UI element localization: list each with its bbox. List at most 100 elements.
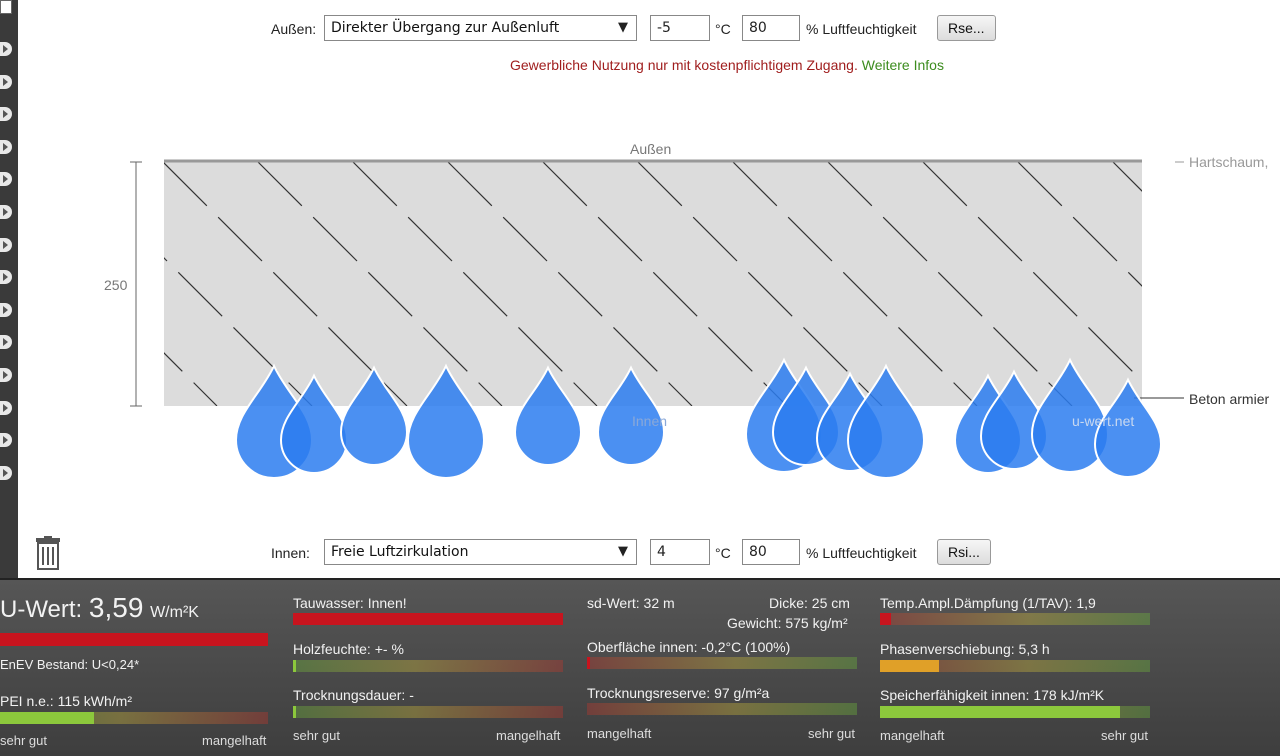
trocknungsreserve-bar-track [587, 703, 857, 715]
layer-label-hartschaum[interactable]: Hartschaum, [1189, 154, 1269, 170]
hatch-line [1017, 162, 1142, 287]
outside-transition-value: Direkter Übergang zur Außenluft [331, 20, 560, 36]
tauwasser-text: Tauwasser: Innen! [293, 595, 407, 611]
holzfeuchte-bar [293, 660, 296, 672]
tauwasser-bar [293, 613, 563, 625]
uwert-unit: W/m²K [150, 604, 199, 621]
inside-temperature-input[interactable]: 4 [650, 539, 710, 565]
sidebar-layer-button[interactable] [0, 74, 12, 89]
sidebar-layer-button[interactable] [0, 400, 12, 415]
uwert-value: 3,59 [88, 592, 144, 623]
notice-text: Gewerbliche Nutzung nur mit kostenpflich… [510, 57, 858, 73]
inside-transition-select[interactable]: Freie Luftzirkulation ▼ [324, 539, 637, 565]
daempfung-bar-track [880, 613, 1150, 625]
hatch-line [352, 162, 598, 406]
hatch-line [542, 162, 788, 406]
pei-bar [0, 712, 94, 724]
sidebar-layer-button[interactable] [0, 368, 12, 382]
sidebar-top-box[interactable] [0, 0, 12, 14]
water-drop-icon [846, 363, 926, 479]
hatch-line [164, 257, 313, 406]
daempfung-text: Temp.Ampl.Dämpfung (1/TAV): 1,9 [880, 595, 1096, 611]
hatch-line [164, 352, 218, 406]
outside-transition-select[interactable]: Direkter Übergang zur Außenluft ▼ [324, 15, 637, 41]
speicher-bar [880, 706, 1120, 718]
trocknungsreserve-text: Trocknungsreserve: 97 g/m²a [587, 685, 770, 701]
rsi-button[interactable]: Rsi... [937, 539, 991, 565]
chevron-down-icon: ▼ [618, 544, 628, 559]
sidebar-layer-button[interactable] [0, 205, 12, 219]
water-drop-icon [1093, 377, 1163, 478]
speicher-text: Speicherfähigkeit innen: 178 kJ/m²K [880, 687, 1105, 703]
gewicht-text: Gewicht: 575 kg/m² [727, 615, 848, 631]
outside-temp-unit: °C [715, 21, 731, 37]
layer-label-beton[interactable]: Beton armier [1189, 391, 1270, 407]
pei-text: PEI n.e.: 115 kWh/m² [0, 693, 133, 709]
oberflaeche-bar-track [587, 657, 857, 669]
phasenverschiebung-bar-track [880, 660, 1150, 672]
more-info-link[interactable]: Weitere Infos [861, 57, 944, 73]
water-drop-icon [1030, 357, 1110, 473]
inside-transition-value: Freie Luftzirkulation [331, 544, 469, 560]
oberflaeche-bar [587, 657, 590, 669]
sidebar-layer-button[interactable] [0, 139, 12, 154]
oberflaeche-text: Oberfläche innen: -0,2°C (100%) [587, 639, 791, 655]
watermark: u-wert.net [1072, 413, 1135, 429]
outside-humidity-unit: % Luftfeuchtigkeit [806, 21, 917, 37]
holzfeuchte-bar-track [293, 660, 563, 672]
water-drop-icon [513, 365, 583, 466]
water-drop-icon [406, 363, 486, 479]
sidebar-layer-button[interactable] [0, 172, 12, 187]
outside-label: Außen: [271, 21, 317, 37]
construction-canvas: Außen: Direkter Übergang zur Außenluft ▼… [18, 0, 1280, 578]
scale-right-4: sehr gut [1101, 728, 1148, 743]
outside-temperature-input[interactable]: -5 [650, 15, 710, 41]
chevron-down-icon: ▼ [618, 20, 628, 35]
hatch-line [447, 162, 693, 406]
hatch-line [257, 162, 503, 406]
rse-button[interactable]: Rse... [937, 15, 996, 41]
uwert-label: U-Wert: [0, 596, 83, 623]
phasenverschiebung-bar [880, 660, 939, 672]
inside-label: Innen: [271, 545, 310, 561]
water-drop-icon [339, 365, 409, 466]
sidebar-layer-button[interactable] [0, 433, 12, 448]
sidebar-layer-button[interactable] [0, 107, 12, 122]
wall-diagram [130, 159, 1184, 479]
sidebar-layer-button[interactable] [0, 270, 12, 285]
trocknungsdauer-bar [293, 706, 296, 718]
outside-side-label: Außen [630, 141, 672, 157]
scale-left-4: mangelhaft [880, 728, 945, 743]
hatch-line [637, 162, 883, 406]
uwert-bar [0, 633, 268, 646]
scale-left-2: sehr gut [293, 728, 340, 743]
sidebar-layer-button[interactable] [0, 302, 12, 317]
concrete-hatch [164, 162, 1142, 406]
phasenverschiebung-text: Phasenverschiebung: 5,3 h [880, 641, 1050, 657]
water-drop-icon [596, 365, 666, 466]
scale-left-3: mangelhaft [587, 726, 652, 741]
sidebar-layer-button[interactable] [0, 42, 12, 56]
sidebar-layer-button[interactable] [0, 335, 12, 350]
commercial-notice: Gewerbliche Nutzung nur mit kostenpflich… [510, 57, 944, 73]
sidebar-layer-button[interactable] [0, 237, 12, 252]
thickness-label: 250 [104, 277, 128, 293]
scale-right-1: mangelhaft [202, 733, 267, 748]
inside-temp-unit: °C [715, 545, 731, 561]
hatch-line [164, 162, 408, 406]
trash-icon[interactable] [34, 536, 62, 570]
hatch-line [922, 162, 1142, 382]
scale-right-2: mangelhaft [496, 728, 561, 743]
scale-right-3: sehr gut [808, 726, 855, 741]
inside-humidity-unit: % Luftfeuchtigkeit [806, 545, 917, 561]
inside-humidity-input[interactable]: 80 [742, 539, 800, 565]
hatch-line [732, 162, 978, 406]
hatch-line [827, 162, 1073, 406]
outside-humidity-input[interactable]: 80 [742, 15, 800, 41]
sidebar-layer-button[interactable] [0, 465, 12, 480]
daempfung-bar [880, 613, 891, 625]
sd-wert-text: sd-Wert: 32 m [587, 595, 675, 611]
concrete-layer[interactable] [164, 162, 1142, 406]
uwert-result: U-Wert: 3,59 W/m²K [0, 592, 199, 624]
enev-text: EnEV Bestand: U<0,24* [0, 657, 140, 672]
